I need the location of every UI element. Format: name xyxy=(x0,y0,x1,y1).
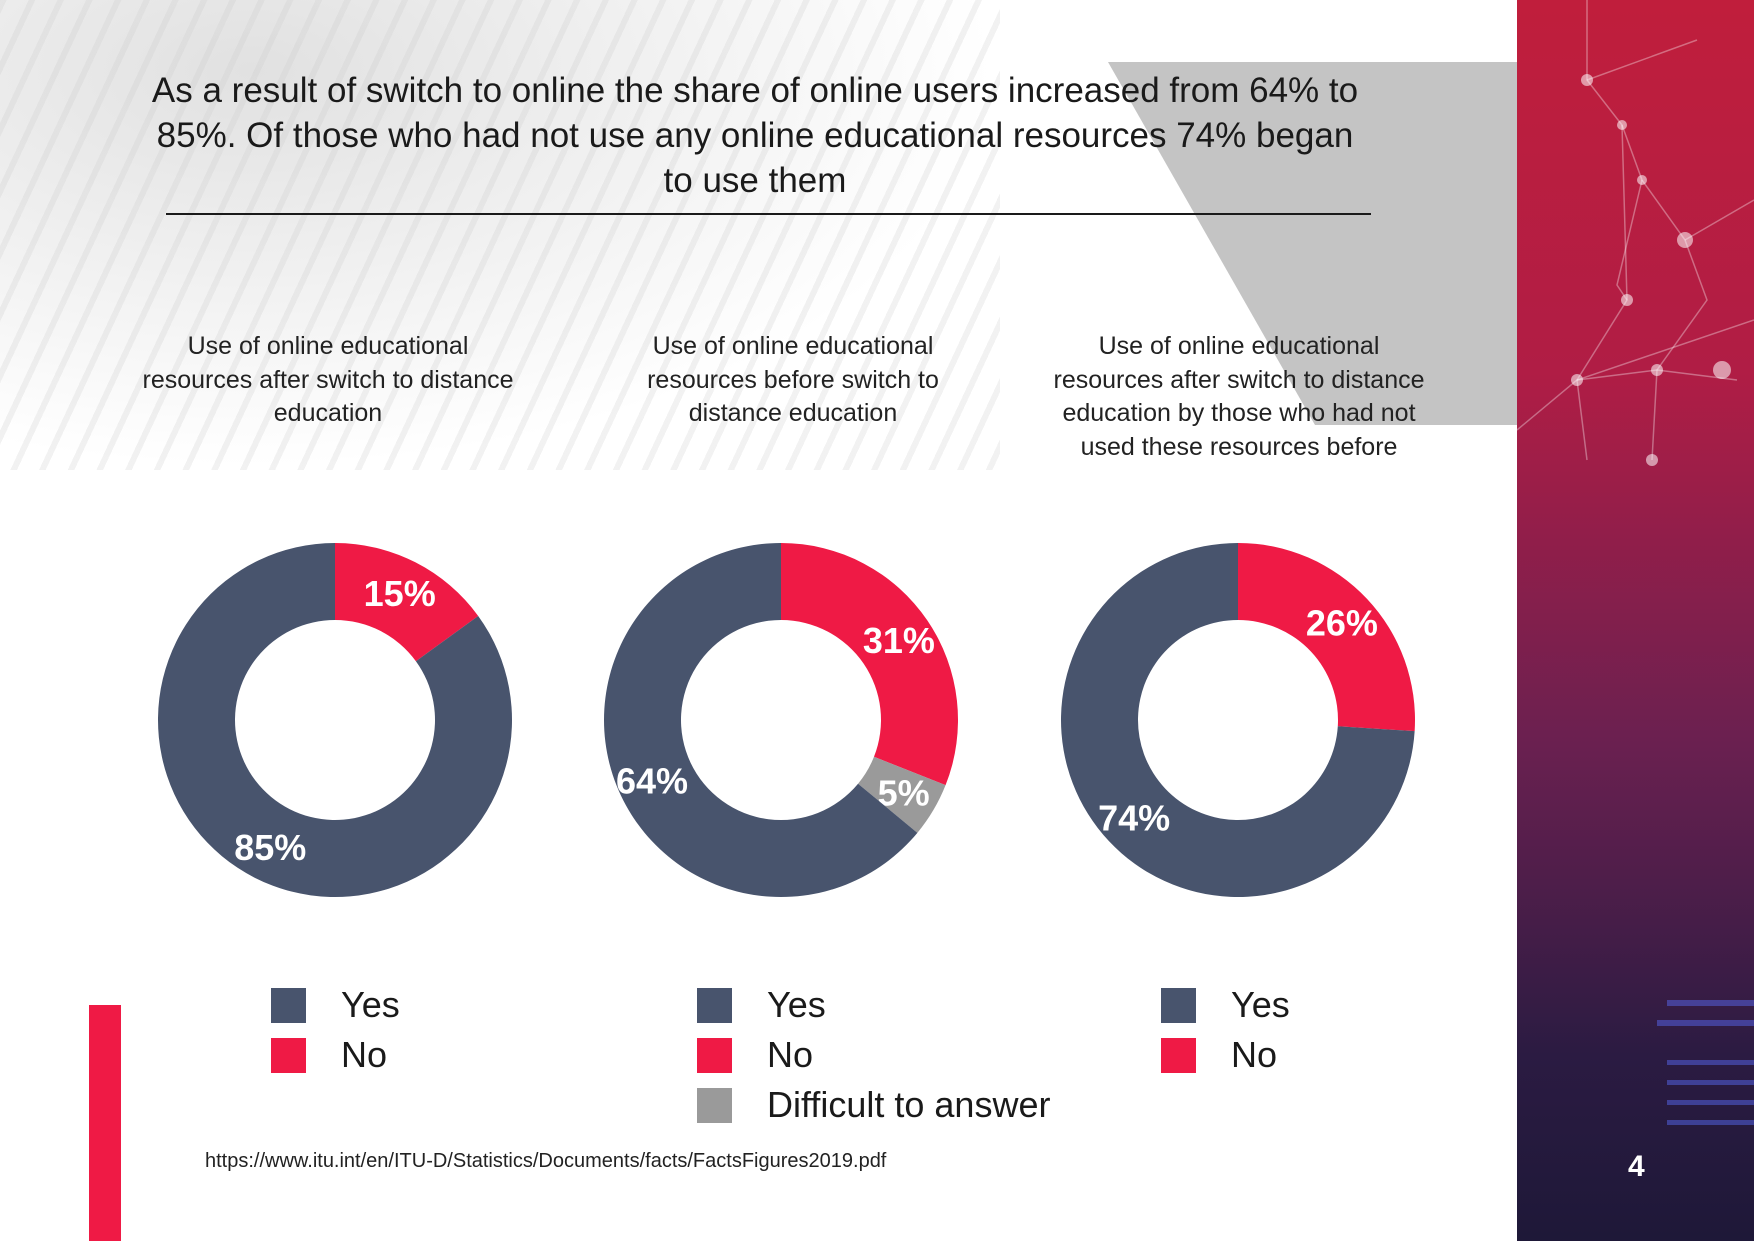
data-label-difficult-to-answer: 5% xyxy=(878,773,930,814)
page-number: 4 xyxy=(1628,1150,1645,1183)
page-title: As a result of switch to online the shar… xyxy=(151,71,1359,200)
red-accent-bar xyxy=(89,1005,121,1241)
donut-slice-difficult-to-answer xyxy=(858,756,946,833)
data-label-no: 31% xyxy=(863,620,935,661)
data-label-no: 26% xyxy=(1306,602,1378,643)
donut-chart-new-users: 26% 74% xyxy=(1061,543,1415,897)
background-texture xyxy=(0,0,1000,470)
legend-swatch xyxy=(1161,1038,1196,1073)
legend-swatch xyxy=(271,988,306,1023)
donut-slice-yes xyxy=(1061,543,1415,897)
data-label-yes: 85% xyxy=(234,827,306,868)
chart-1-title: Use of online educational resources afte… xyxy=(142,332,514,427)
data-label-yes: 74% xyxy=(1098,798,1170,839)
title-divider xyxy=(166,213,1371,215)
donut-chart-after-switch: 15% 85% xyxy=(158,543,513,897)
donut-slice-yes xyxy=(603,543,918,897)
data-label-yes: 64% xyxy=(616,761,688,802)
data-label-no: 15% xyxy=(364,573,436,614)
legend-label: Yes xyxy=(767,984,826,1025)
donut-slice-no xyxy=(781,543,958,786)
legend-swatch xyxy=(1161,988,1196,1023)
donut-slice-no xyxy=(335,543,479,662)
donut-chart-before-switch: 31% 5% 64% xyxy=(603,543,958,897)
network-lines-decor xyxy=(1517,0,1754,1125)
decorative-side-panel xyxy=(1517,0,1754,1241)
legend-swatch xyxy=(697,1088,732,1123)
donut-slice-yes xyxy=(158,543,513,897)
legend-swatch xyxy=(697,988,732,1023)
legend-label: Yes xyxy=(1231,984,1290,1025)
chart-2-title: Use of online educational resources befo… xyxy=(647,332,939,427)
legend-label: No xyxy=(341,1034,388,1075)
legend-label: Yes xyxy=(341,984,400,1025)
legend-swatch xyxy=(697,1038,732,1073)
donut-slice-no xyxy=(1238,543,1415,732)
legend-label: No xyxy=(1231,1034,1278,1075)
legend-swatch xyxy=(271,1038,306,1073)
chart-3-title: Use of online educational resources afte… xyxy=(1053,332,1425,461)
legend-label: No xyxy=(767,1034,814,1075)
legend-label: Difficult to answer xyxy=(767,1084,1051,1125)
source-link[interactable]: https://www.itu.int/en/ITU-D/Statistics/… xyxy=(205,1150,887,1172)
